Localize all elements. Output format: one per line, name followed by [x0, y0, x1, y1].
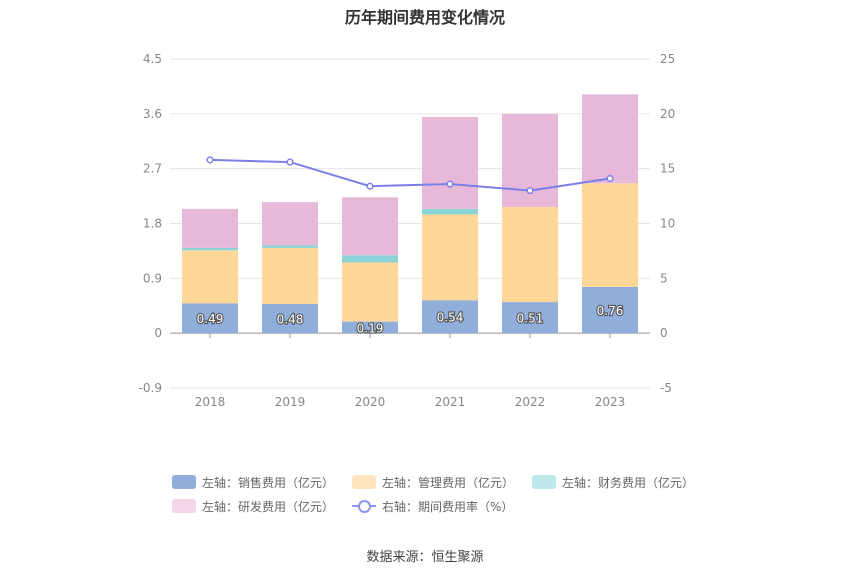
bar-segment-admin: [422, 214, 478, 301]
rate-point: [606, 174, 614, 183]
right-tick-label: 15: [660, 162, 675, 176]
bar-segment-rnd: [342, 197, 398, 256]
bar-segment-admin: [342, 262, 398, 322]
rate-point: [366, 182, 374, 190]
legend-swatch-rate: [352, 499, 377, 513]
legend-item-finance[interactable]: 左轴：财务费用（亿元）: [532, 474, 694, 491]
bar-segment-admin: [582, 183, 638, 287]
x-tick-label: 2022: [515, 395, 546, 409]
right-tick-label: 25: [660, 52, 675, 66]
rate-line: [209, 158, 611, 192]
bar-segment-admin: [262, 247, 318, 304]
bar-segment-sales: [582, 286, 638, 334]
left-tick-label: 0.9: [143, 271, 162, 285]
bar-segment-finance: [342, 255, 398, 263]
legend-swatch-admin: [352, 475, 377, 489]
legend-label-admin: 左轴：管理费用（亿元）: [382, 475, 515, 490]
chart-title: 历年期间费用变化情况: [344, 8, 505, 27]
rate-point: [286, 158, 294, 166]
legend-item-rnd[interactable]: 左轴：研发费用（亿元）: [172, 498, 334, 515]
bar-segment-admin: [182, 250, 238, 304]
bar-segment-finance: [422, 208, 478, 215]
legend-item-rate[interactable]: 右轴：期间费用率（%）: [352, 498, 513, 515]
right-tick-label: 0: [660, 326, 668, 340]
legend-swatch-finance: [532, 475, 557, 489]
right-tick-label: -5: [660, 381, 672, 395]
x-tick-label: 2020: [355, 395, 386, 409]
legend-item-admin[interactable]: 左轴：管理费用（亿元）: [352, 474, 514, 491]
legend-label-rnd: 左轴：研发费用（亿元）: [202, 499, 335, 514]
bar-data-label: 0.49: [197, 312, 224, 326]
bar-segment-rnd: [182, 208, 238, 248]
bar-segment-finance: [262, 245, 318, 248]
right-tick-label: 20: [660, 107, 675, 121]
bar-segment-rnd: [582, 94, 638, 184]
left-tick-label: -0.9: [139, 381, 162, 395]
chart-legend: 左轴：销售费用（亿元） 左轴：管理费用（亿元） 左轴：财务费用（亿元） 左轴：研…: [172, 470, 694, 518]
bar-segment-sales: [422, 300, 478, 334]
left-tick-label: 4.5: [143, 52, 162, 66]
legend-label-sales: 左轴：销售费用（亿元）: [202, 475, 335, 490]
bar-segment-admin: [502, 207, 558, 303]
left-tick-label: 2.7: [143, 162, 162, 176]
left-tick-label: 3.6: [143, 107, 162, 121]
bar-segment-sales: [342, 321, 398, 334]
bar-segment-sales: [182, 303, 238, 334]
right-tick-label: 10: [660, 217, 675, 231]
bar-data-label: 0.48: [277, 313, 304, 327]
x-tick-label: 2018: [195, 395, 226, 409]
bar-segment-finance: [182, 247, 238, 251]
legend-item-sales[interactable]: 左轴：销售费用（亿元）: [172, 474, 334, 491]
bar-segment-sales: [262, 303, 318, 334]
right-tick-label: 5: [660, 271, 668, 285]
bar-segment-rnd: [422, 116, 478, 209]
x-tick-label: 2021: [435, 395, 466, 409]
bar-segment-rnd: [262, 202, 318, 246]
rate-point: [446, 180, 454, 188]
bar-data-label: 0.19: [357, 321, 384, 335]
x-tick-label: 2019: [275, 395, 306, 409]
left-tick-label: 1.8: [143, 217, 162, 231]
legend-label-finance: 左轴：财务费用（亿元）: [562, 475, 695, 490]
source-note: 数据来源：恒生聚源: [366, 550, 484, 565]
bar-data-label: 0.51: [517, 312, 544, 326]
legend-label-rate: 右轴：期间费用率（%）: [382, 499, 514, 514]
bar-data-label: 0.76: [597, 304, 624, 318]
left-tick-label: 0: [154, 326, 162, 340]
legend-swatch-sales: [172, 475, 196, 489]
bar-data-label: 0.54: [437, 311, 464, 325]
legend-swatch-rnd: [172, 499, 196, 513]
rate-point: [206, 156, 214, 164]
bar-segment-sales: [502, 302, 558, 334]
rate-point: [526, 187, 534, 195]
x-tick-label: 2023: [595, 395, 626, 409]
